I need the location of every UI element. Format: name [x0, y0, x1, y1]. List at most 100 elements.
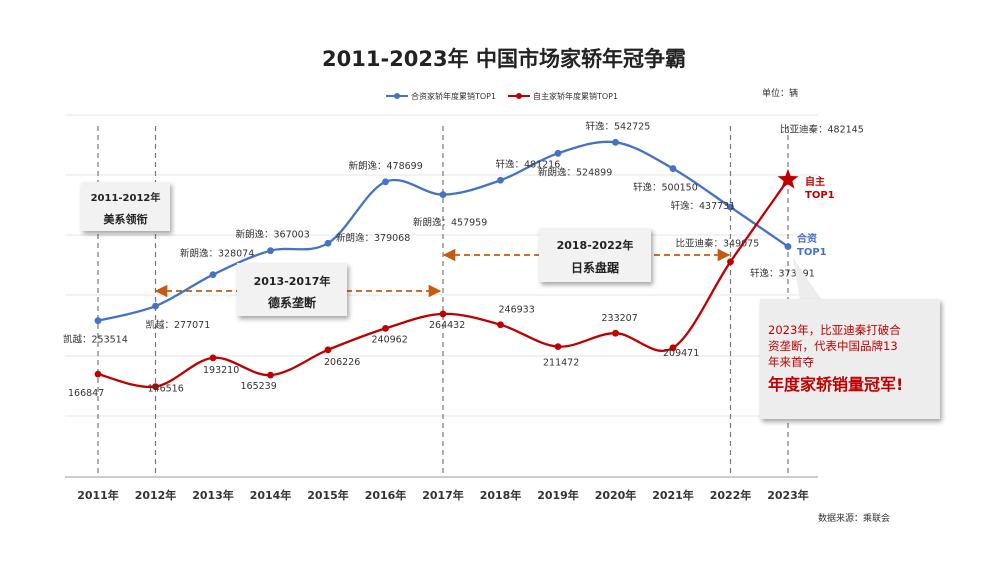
point-jv — [784, 243, 792, 251]
unit-label: 单位：辆 — [762, 87, 798, 99]
data-label: 240962 — [372, 334, 408, 345]
point-domestic — [669, 344, 677, 352]
legend-domestic-marker — [516, 93, 522, 99]
data-label: 轩逸：500150 — [633, 182, 698, 194]
legend: 合资家轿年度累销TOP1 自主家轿年度累销TOP1 — [386, 91, 618, 101]
data-label: 146516 — [148, 384, 184, 395]
point-domestic — [727, 258, 734, 266]
era-box-japanese: 2018-2022年 日系盘踞 — [539, 228, 651, 282]
data-labels: 凯越：253514 凯越：277071 新朗逸：328074 新朗逸：367003 新朗… — [63, 120, 864, 399]
callout-pointer — [793, 258, 822, 300]
end-tag-domestic-1: 自主 — [805, 175, 825, 188]
point-jv — [727, 203, 734, 211]
legend-jv-label: 合资家轿年度累销TOP1 — [411, 91, 496, 101]
callout-box — [760, 299, 940, 419]
data-label: 新朗逸：367003 — [236, 229, 310, 241]
point-jv — [382, 178, 389, 186]
data-label: 193210 — [203, 365, 239, 376]
point-jv — [324, 239, 332, 247]
series-group — [94, 138, 792, 391]
legend-domestic-label: 自主家轿年度累销TOP1 — [533, 91, 618, 101]
data-label: 246933 — [499, 305, 535, 316]
data-label: 新朗逸：379068 — [336, 232, 410, 244]
data-label: 209471 — [663, 348, 699, 359]
end-tag-domestic-2: TOP1 — [805, 190, 835, 201]
x-tick-labels: 2011年 2012年 2013年 2014年 2015年 2016年 2017年 2018年… — [77, 488, 809, 502]
data-label: 206226 — [324, 357, 360, 368]
data-label: 轩逸：437731 — [671, 200, 736, 212]
data-label: 比亚迪秦：349075 — [676, 238, 760, 250]
x-tick-label: 2023年 — [767, 488, 809, 502]
x-tick-label: 2016年 — [365, 488, 407, 502]
x-tick-label: 2018年 — [480, 488, 522, 502]
point-jv — [669, 165, 677, 172]
point-jv — [267, 247, 274, 255]
point-jv — [439, 191, 447, 198]
data-label: 新朗逸：524899 — [538, 166, 612, 178]
source-note: 数据来源：乘联会 — [818, 512, 890, 524]
era-german-name: 德系垄断 — [268, 295, 316, 310]
series-jv-line — [97, 140, 789, 322]
x-tick-label: 2020年 — [595, 488, 637, 502]
x-tick-label: 2021年 — [652, 488, 694, 502]
point-domestic — [439, 310, 447, 318]
point-domestic — [497, 321, 504, 329]
era-box-american-bg — [81, 182, 170, 231]
data-label: 新朗逸：478699 — [349, 160, 423, 172]
data-label: 比亚迪秦：482145 — [780, 124, 864, 136]
callout: 2023年，比亚迪秦打破合 资垄断，代表中国品牌13 年来首夺 年度家轿销量冠军… — [760, 258, 940, 419]
era-german-years: 2013-2017年 — [254, 274, 331, 288]
x-tick-label: 2011年 — [77, 488, 119, 502]
gridlines — [65, 114, 818, 417]
point-jv — [554, 149, 562, 157]
x-tick-label: 2022年 — [710, 488, 752, 502]
point-domestic — [209, 354, 217, 362]
end-tag-jv-1: 合资 — [796, 232, 817, 245]
point-jv — [94, 317, 102, 325]
point-domestic — [94, 370, 102, 378]
point-domestic — [382, 325, 389, 332]
era-box-japanese-bg — [539, 228, 651, 282]
era-american-years: 2011-2012年 — [91, 191, 161, 204]
star-icon — [777, 168, 799, 189]
data-label: 轩逸：481216 — [496, 158, 561, 170]
callout-line-2: 资垄断，代表中国品牌13 — [768, 339, 898, 353]
data-label: 165239 — [241, 381, 277, 392]
era-japanese-years: 2018-2022年 — [557, 238, 634, 252]
x-tick-label: 2014年 — [250, 488, 292, 502]
point-domestic — [324, 346, 332, 354]
data-label: 264432 — [429, 320, 465, 331]
point-domestic — [554, 343, 562, 350]
x-tick-label: 2015年 — [307, 488, 349, 502]
x-tick-label: 2019年 — [537, 488, 579, 502]
legend-jv-marker — [394, 93, 400, 99]
data-label: 轩逸：542725 — [586, 120, 651, 132]
data-label: 233207 — [602, 313, 638, 324]
point-jv — [152, 302, 159, 310]
era-box-german: 2013-2017年 德系垄断 — [237, 263, 347, 316]
era-box-german-bg — [237, 263, 347, 316]
callout-line-1: 2023年，比亚迪秦打破合 — [768, 323, 901, 337]
end-tag-jv-2: TOP1 — [797, 247, 827, 258]
point-domestic — [152, 383, 159, 391]
data-label: 211472 — [543, 358, 579, 369]
point-domestic — [267, 371, 274, 379]
callout-highlight: 年度家轿销量冠军! — [768, 375, 903, 394]
era-dividers — [97, 126, 789, 477]
point-jv — [612, 138, 619, 146]
callout-line-3: 年来首夺 — [768, 355, 814, 369]
point-jv — [497, 176, 504, 184]
data-label: 凯越：277071 — [146, 319, 211, 331]
data-label: 新朗逸：457959 — [413, 217, 487, 229]
point-domestic — [612, 329, 619, 337]
x-tick-label: 2012年 — [135, 488, 177, 502]
data-label: 凯越：253514 — [63, 334, 128, 346]
point-jv — [209, 271, 217, 279]
era-american-name: 美系领衔 — [104, 212, 148, 226]
data-label: 新朗逸：328074 — [180, 248, 254, 260]
era-japanese-name: 日系盘踞 — [571, 260, 619, 275]
x-tick-label: 2017年 — [422, 488, 464, 502]
chart-title: 2011-2023年 中国市场家轿年冠争霸 — [322, 47, 686, 71]
era-box-american: 2011-2012年 美系领衔 — [81, 182, 170, 231]
